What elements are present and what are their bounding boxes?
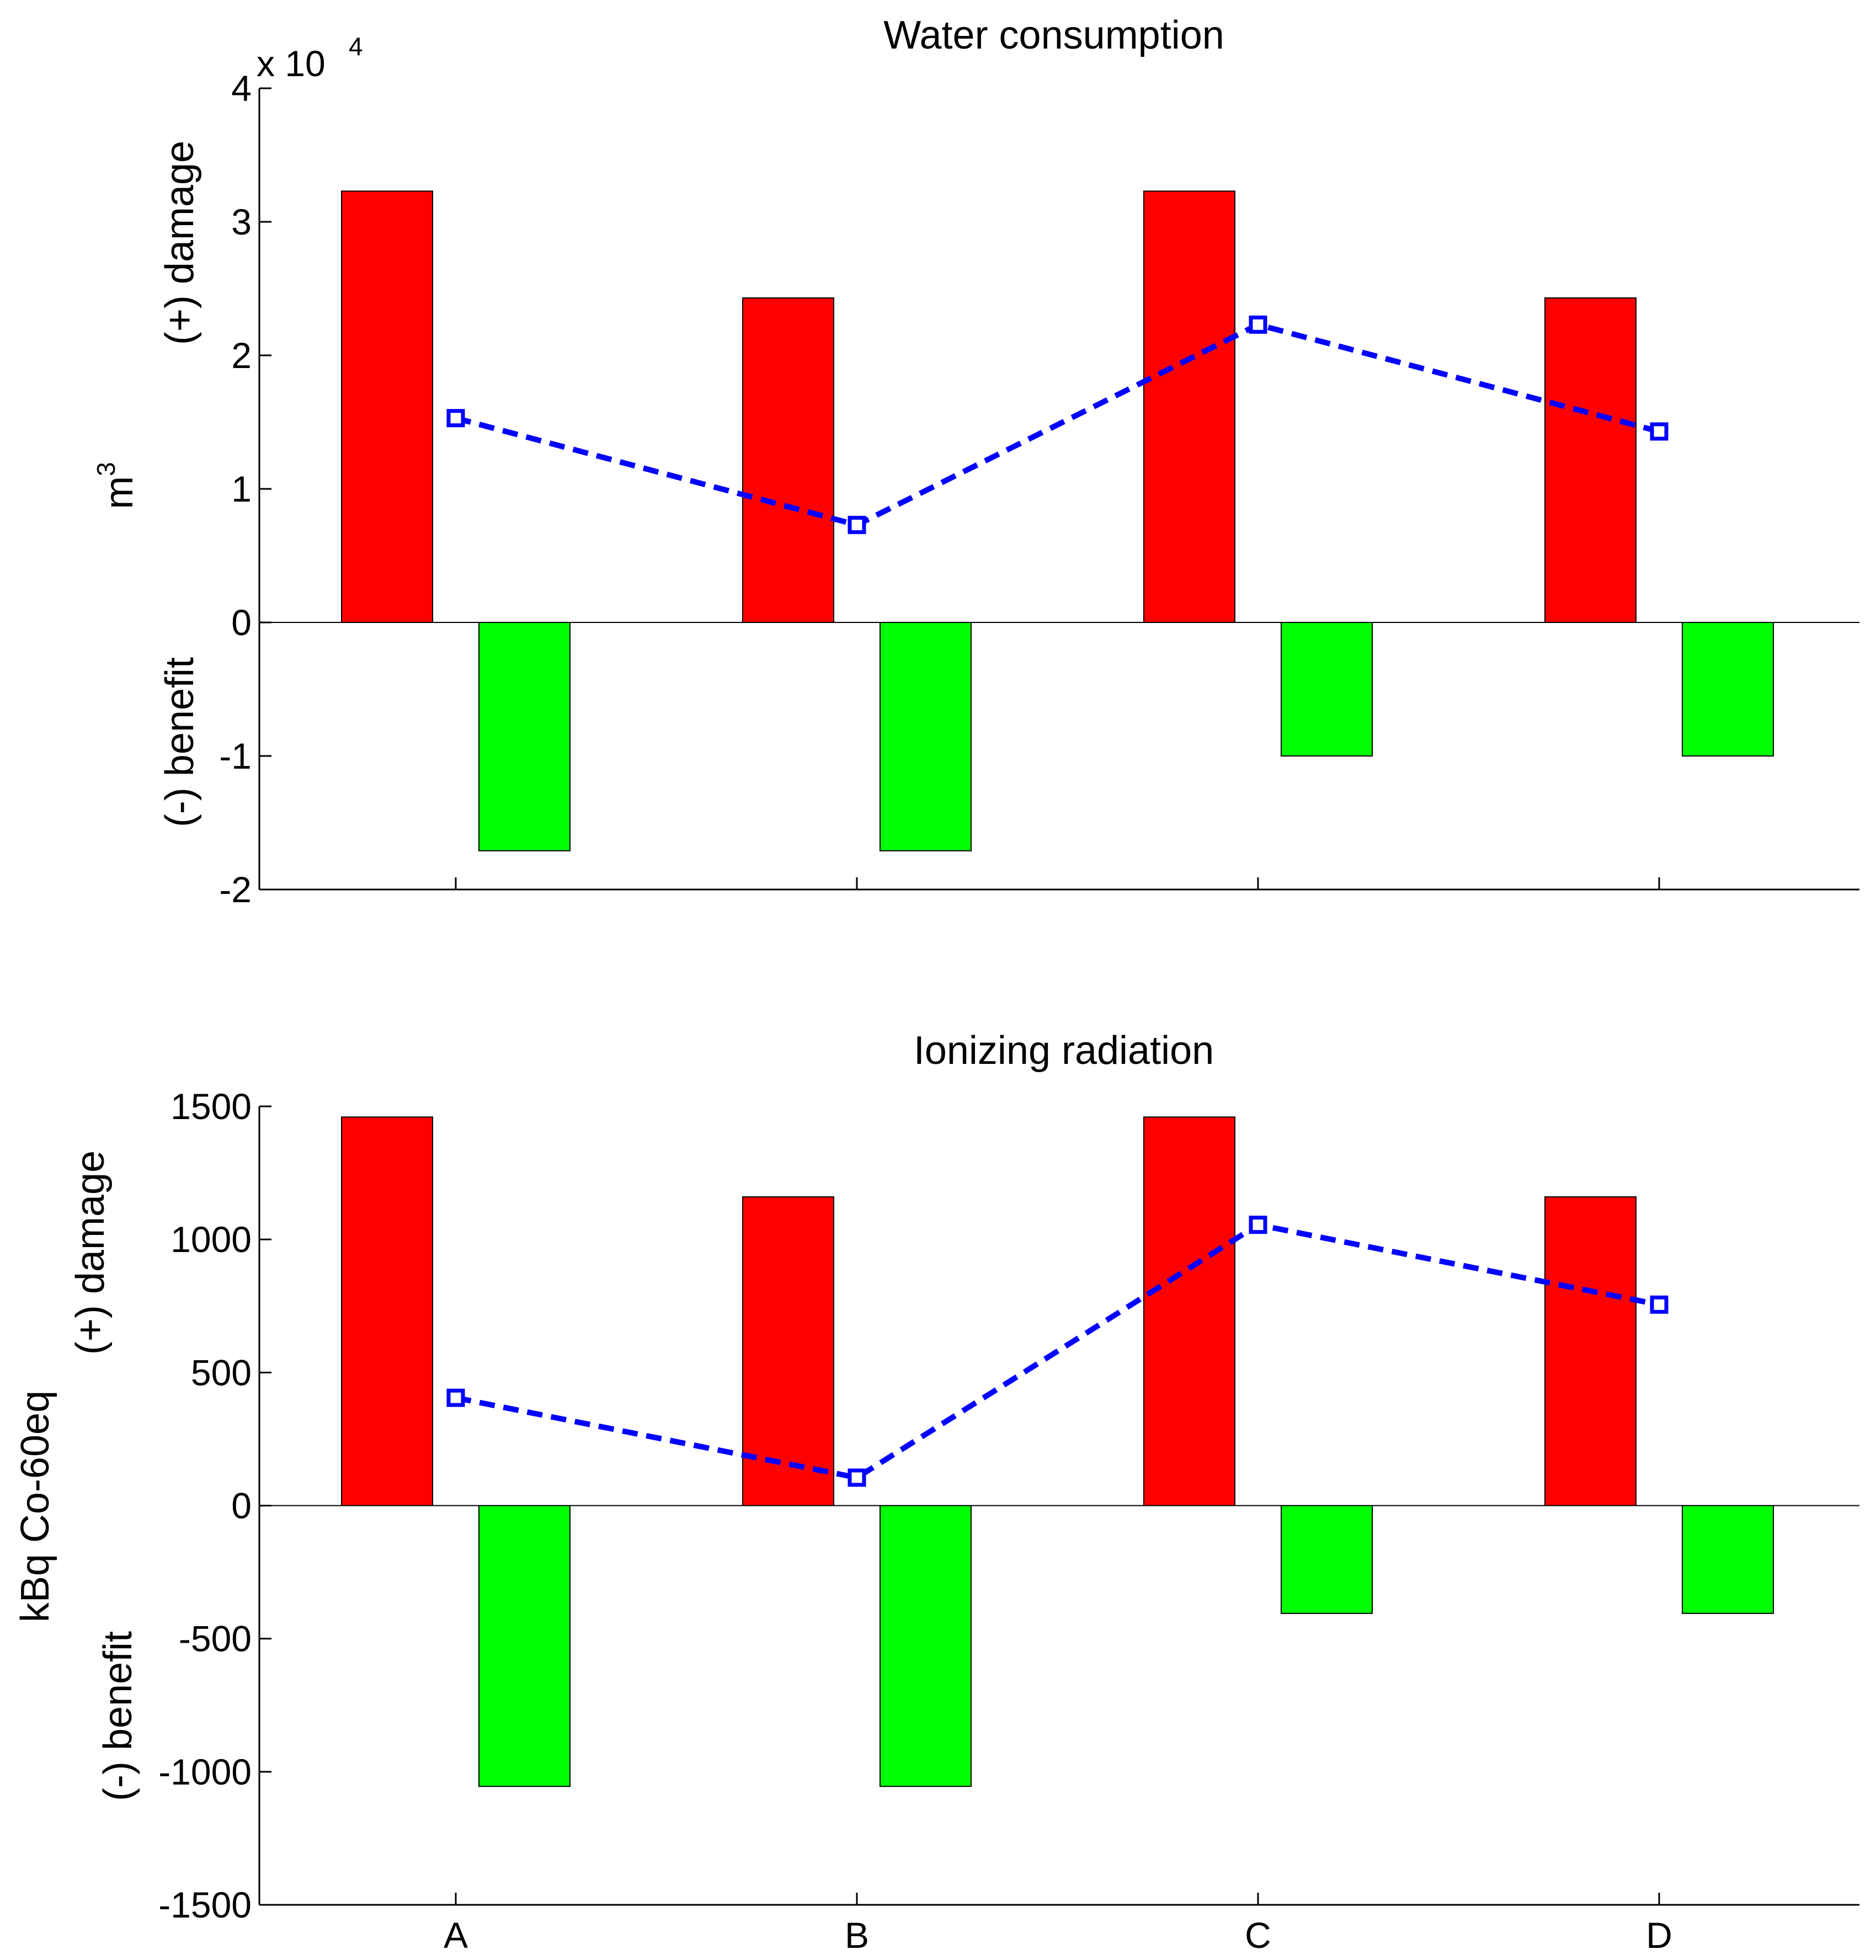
damage-bar [1544,297,1637,623]
benefit-bar [1682,1505,1774,1614]
plot-area: -2 -1 0 1 2 3 4 [219,68,1859,910]
y-tick-label: -500 [179,1618,252,1659]
damage-bar [1544,1196,1637,1506]
y-axis-benefit-label: (-) benefit [158,657,202,827]
damage-bar [742,1196,834,1506]
benefit-bar [1682,622,1774,757]
y-tick-label: -1500 [158,1884,252,1925]
x-tick-label: C [1245,1915,1271,1956]
y-axis-damage-label: (+) damage [158,141,202,345]
y-tick-label: 1500 [170,1086,252,1127]
damage-bar [1143,190,1235,623]
ionizing-radiation-chart: Ionizing radiation (+) damage (-) benefi… [13,1029,1859,1956]
y-tick-label: -1000 [158,1751,252,1792]
y-axis-unit: m [97,476,141,509]
benefit-bar [478,1505,571,1787]
water-consumption-chart: Water consumption x 10 4 (+) damage (-) … [92,13,1859,910]
net-point-marker [1249,315,1267,334]
y-tick-label: 3 [231,201,252,242]
y-tick-label: 4 [231,68,252,109]
y-tick-label: 0 [231,602,252,643]
benefit-bar [880,622,972,851]
net-series-line [455,322,1660,528]
y-tick-label: 2 [231,335,252,376]
benefit-bar [478,622,571,851]
y-axis-benefit-label: (-) benefit [96,1631,140,1801]
benefit-bar [1281,1505,1373,1614]
benefit-bar [880,1505,972,1787]
plot-area: -1500 -1000 -500 0 500 1000 1500 A B C D [158,1086,1859,1956]
x-tick-label: A [444,1915,468,1956]
y-tick-label: -1 [219,736,252,776]
damage-bar [1143,1116,1235,1506]
x-tick-label: B [845,1915,869,1956]
y-axis-unit-label: kBq Co-60eq [13,1391,57,1622]
damage-bar [742,297,834,623]
damage-bar [341,1116,433,1506]
y-tick-label: 0 [231,1485,252,1526]
chart-title: Water consumption [883,13,1224,57]
y-tick-label: 1000 [170,1219,252,1260]
net-point-marker [446,1388,465,1407]
benefit-bar [1281,622,1373,757]
net-point-marker [1249,1216,1267,1234]
y-axis-damage-label: (+) damage [68,1151,113,1355]
net-point-marker [848,515,866,534]
y-scale-prefix: x 10 [257,43,326,84]
y-axis-unit-exponent: 3 [92,462,120,476]
y-scale-exponent: 4 [349,32,363,61]
y-tick-label: 1 [231,468,252,509]
net-point-marker [848,1468,866,1487]
x-tick-label: D [1646,1915,1672,1956]
net-series-line [455,1222,1660,1481]
net-point-marker [1650,422,1669,441]
net-point-marker [446,409,465,428]
chart-title: Ionizing radiation [914,1029,1214,1073]
y-tick-label: -2 [219,869,252,910]
y-tick-label: 500 [191,1352,252,1393]
net-point-marker [1650,1295,1669,1314]
damage-bar [341,190,433,623]
y-axis-unit-label: m3 [92,462,141,509]
